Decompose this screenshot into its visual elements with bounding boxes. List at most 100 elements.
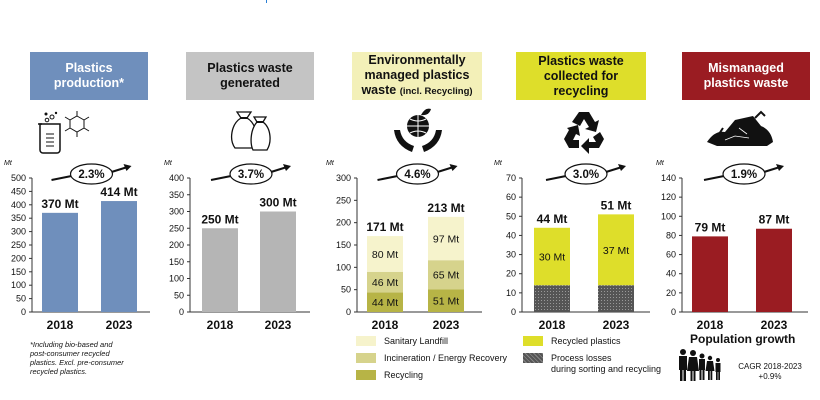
header-line: Environmentally [368,53,466,67]
cagr-ellipse [722,163,766,185]
legend-managed: Sanitary Landfill Incineration / Energy … [356,336,507,387]
y-tick-label: 140 [661,173,676,183]
x-tick-label: 2018 [47,318,74,332]
bar-total-label: 300 Mt [259,196,296,210]
population-growth-title: Population growth [690,332,796,346]
segment-label: 80 Mt [372,249,398,261]
header-note: (incl. Recycling) [399,86,473,97]
bar-2018-recycled-plastics [534,227,570,286]
header-line: generated [220,76,280,90]
segment-label: 46 Mt [372,277,398,289]
y-tick-label: 80 [666,230,676,240]
legend-label: Incineration / Energy Recovery [384,353,508,363]
y-tick-label: 100 [336,262,351,272]
y-tick-label: 450 [11,186,26,196]
y-unit-label: Mt [4,160,13,167]
chart-mismanaged: Mt 0 20 40 60 80 100 120 140 79 Mt 2018 87 Mt 2023 1.… [656,160,808,332]
cagr-arrow-head [618,164,626,171]
y-tick-label: 0 [21,307,26,317]
bar-2018-incineration-energy-recovery [367,271,403,293]
y-tick-label: 50 [341,285,351,295]
legend-swatch [356,336,376,346]
cagr-label: 3.0% [573,169,599,181]
y-tick-label: 100 [11,280,26,290]
bar-2018-plastics-waste-generated [202,228,238,312]
x-tick-label: 2023 [265,318,292,332]
cagr-arrow-head [449,164,458,171]
legend-label: Process losses [551,353,612,363]
cagr-arrow-line [437,166,454,173]
segment-label: 97 Mt [433,234,459,246]
header-line: Plastics waste [538,53,624,68]
legend-item: Incineration / Energy Recovery [356,353,507,364]
legend-swatch [356,353,376,363]
footnote-line: post-consumer recycled [30,349,110,358]
bar-total-label: 79 Mt [695,220,726,234]
header-plastics-production: Plastics production* [30,52,148,100]
cagr-arrow-tail [545,175,567,181]
footnote: *Including bio-based and post-consumer r… [30,340,124,376]
header-collected-for-recycling: Plastics waste collected for recycling [516,52,646,100]
segment-label: 65 Mt [433,270,459,282]
bar-2023-recycling [428,289,464,312]
y-tick-label: 60 [666,250,676,260]
y-tick-label: 100 [169,274,184,284]
header-line: waste [361,83,397,97]
header-line: Plastics [65,61,113,75]
y-tick-label: 30 [506,250,516,260]
x-tick-label: 2023 [761,318,788,332]
legend-label: during sorting and recycling [551,364,662,374]
cagr-label: 3.7% [238,169,264,181]
y-tick-label: 50 [16,294,26,304]
waste-pile-icon [707,110,773,146]
bar-total-label: 87 Mt [759,213,790,227]
y-tick-label: 150 [11,267,26,277]
header-line: Mismanaged [708,61,784,75]
bar-2018-plastics-production [42,212,78,312]
y-unit-label: Mt [656,160,665,167]
chart-plastics-waste-generated: Mt 0 50 100 150 200 250 300 350 400 250 Mt 2018 300 … [164,160,310,332]
y-tick-label: 350 [169,190,184,200]
footnote-line: plastics. Excl. pre-consumer [30,358,124,367]
header-plastics-waste-generated: Plastics waste generated [186,52,314,100]
cagr-arrow-head [776,164,784,171]
bar-total-label: 44 Mt [537,212,568,226]
bar-2023-recycled-plastics [598,214,634,286]
population-cagr: CAGR 2018-2023 +0.9% [730,362,810,382]
x-tick-label: 2023 [106,318,133,332]
cagr-label: 2.3% [78,169,104,181]
x-tick-label: 2018 [539,318,566,332]
x-tick-label: 2018 [372,318,399,332]
y-tick-label: 300 [169,207,184,217]
y-tick-label: 300 [11,227,26,237]
cagr-ellipse [229,163,273,185]
chart-collected-for-recycling: Mt 0 10 20 30 40 50 60 70 30 Mt 44 Mt 2018 37 Mt 51 M… [494,160,650,332]
y-tick-label: 40 [506,230,516,240]
y-unit-label: Mt [494,160,503,167]
y-tick-label: 20 [506,269,516,279]
bar-2023-sanitary-landfill [428,216,464,261]
bar-2023-plastics-production [101,201,137,312]
cagr-arrow-head [123,164,132,171]
y-tick-label: 60 [506,192,516,202]
header-line: collected for [543,68,619,83]
cagr-ellipse [564,163,608,185]
y-tick-label: 100 [661,211,676,221]
cagr-ellipse [395,163,440,185]
header-environmentally-managed: Environmentally managed plastics waste (in… [352,52,482,100]
bar-2023-process-losses-during-sorting-and-recycling [598,285,634,312]
x-tick-label: 2023 [433,318,460,332]
header-line: production* [53,76,125,90]
garbage-bags-icon [230,111,271,151]
y-tick-label: 0 [346,307,351,317]
y-tick-label: 50 [174,290,184,300]
bar-total-label: 414 Mt [100,185,137,199]
segment-label: 51 Mt [433,296,459,308]
legend-label: Sanitary Landfill [384,336,449,346]
population-cagr-value: +0.9% [758,372,782,381]
legend-item: Sanitary Landfill [356,336,507,347]
chart-environmentally-managed: Mt 0 50 100 150 200 250 300 44 Mt 46 Mt 80 Mt 171 M… [326,160,482,332]
y-tick-label: 10 [506,288,516,298]
y-tick-label: 50 [506,211,516,221]
bar-2018-recycling [367,292,403,312]
